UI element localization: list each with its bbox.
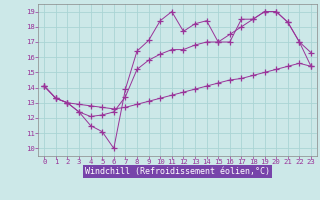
X-axis label: Windchill (Refroidissement éolien,°C): Windchill (Refroidissement éolien,°C) <box>85 167 270 176</box>
